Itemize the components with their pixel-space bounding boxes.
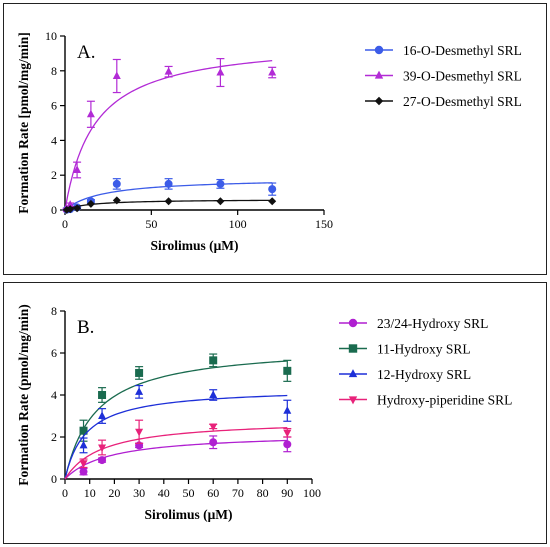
chart-panel-b: 0 10 20 30 40 50 60 70 80 90 100 0 2 4 6 8 Sirolimus (μM… [3, 282, 547, 544]
y-tick-label: 2 [51, 430, 57, 444]
panel-label: B. [77, 317, 94, 338]
legend-marker [348, 396, 358, 405]
data-point [112, 196, 121, 205]
data-point [98, 411, 107, 419]
legend-marker [348, 369, 358, 378]
data-point [268, 67, 277, 76]
data-point [98, 444, 107, 453]
data-point [209, 423, 218, 432]
data-point [135, 368, 144, 377]
y-tick-label: 8 [51, 304, 57, 318]
data-point [73, 204, 82, 213]
legend-marker [348, 318, 358, 328]
x-tick-label: 60 [207, 486, 219, 500]
data-point [283, 429, 292, 438]
x-tick-label: 90 [281, 486, 293, 500]
data-point [135, 387, 144, 395]
data-point [216, 197, 225, 206]
series-group [64, 353, 292, 480]
y-tick-label: 4 [51, 133, 57, 147]
x-tick-label: 70 [232, 486, 244, 500]
data-point [216, 179, 225, 188]
x-tick-label: 10 [84, 486, 96, 500]
data-point [86, 109, 95, 118]
series-group [62, 196, 277, 214]
legend-label: 12-Hydroxy SRL [377, 367, 471, 382]
data-point [98, 391, 107, 399]
panel-label: A. [77, 42, 95, 63]
x-tick-label: 0 [62, 486, 68, 500]
y-tick-label: 0 [51, 203, 57, 217]
data-point [86, 199, 95, 208]
data-point [62, 205, 71, 214]
y-tick-label: 0 [51, 472, 57, 486]
data-point [98, 456, 107, 465]
chart-a-svg: 0 50 100 150 0 2 4 6 8 10 Sirolimus (μM) Formation … [16, 29, 522, 253]
data-point [79, 426, 88, 435]
y-tick-label: 6 [51, 99, 57, 113]
legend-label: 23/24-Hydroxy SRL [377, 316, 488, 331]
x-tick-label: 0 [62, 217, 68, 231]
data-point [66, 205, 75, 214]
y-tick-label: 10 [45, 29, 57, 43]
series-group [64, 419, 292, 480]
data-point [66, 200, 75, 208]
data-point [209, 438, 218, 447]
x-axis-title: Sirolimus (μM) [144, 507, 232, 522]
y-tick-label: 8 [51, 64, 57, 78]
x-axis-title: Sirolimus (μM) [150, 238, 238, 253]
x-tick-label: 80 [257, 486, 269, 500]
x-tick-label: 30 [133, 486, 145, 500]
x-tick-label: 150 [315, 217, 333, 231]
x-tick-label: 50 [183, 486, 195, 500]
data-point [283, 406, 292, 414]
data-point [73, 165, 82, 173]
fit-curve [64, 427, 288, 480]
series-group [64, 435, 292, 480]
chart-panel-a: 0 50 100 150 0 2 4 6 8 10 Sirolimus (μM) Formation … [3, 3, 547, 275]
data-point [79, 460, 88, 468]
data-point [209, 390, 218, 398]
data-point [283, 366, 292, 375]
data-point [164, 197, 173, 206]
y-tick-label: 2 [51, 168, 57, 182]
data-point [79, 467, 88, 476]
data-point [283, 440, 292, 449]
data-point [268, 197, 277, 206]
data-point [209, 356, 218, 365]
data-point [216, 67, 225, 76]
y-tick-label: 4 [51, 388, 57, 402]
x-tick-label: 50 [145, 217, 157, 231]
data-point [164, 67, 173, 75]
data-point [135, 428, 144, 437]
y-axis-title: Formation Rate (pmol/mg/min) [16, 304, 31, 485]
y-axis-title: Formation Rate [pmol/mg/min] [16, 32, 31, 213]
x-tick-label: 100 [229, 217, 247, 231]
legend-label: 11-Hydroxy SRL [377, 342, 471, 357]
chart-b-svg: 0 10 20 30 40 50 60 70 80 90 100 0 2 4 6 8 Sirolimus (μM… [16, 304, 512, 522]
series-group [64, 384, 292, 480]
legend-marker [348, 344, 358, 353]
legend-marker [374, 96, 384, 106]
data-point [112, 71, 121, 80]
series-group [62, 178, 277, 214]
legend-label: 16-O-Desmethyl SRL [403, 43, 522, 58]
x-tick-label: 100 [303, 486, 321, 500]
legend-marker [374, 45, 384, 55]
y-tick-label: 6 [51, 346, 57, 360]
legend-label: 39-O-Desmethyl SRL [403, 69, 522, 84]
x-tick-label: 20 [108, 486, 120, 500]
legend-marker [374, 70, 384, 79]
data-point [268, 185, 277, 194]
legend-label: Hydroxy-piperidine SRL [377, 393, 512, 408]
data-point [112, 179, 121, 188]
data-point [164, 179, 173, 188]
data-point [79, 440, 88, 449]
x-tick-label: 40 [158, 486, 170, 500]
legend-label: 27-O-Desmethyl SRL [403, 94, 522, 109]
fit-curve [64, 360, 288, 480]
